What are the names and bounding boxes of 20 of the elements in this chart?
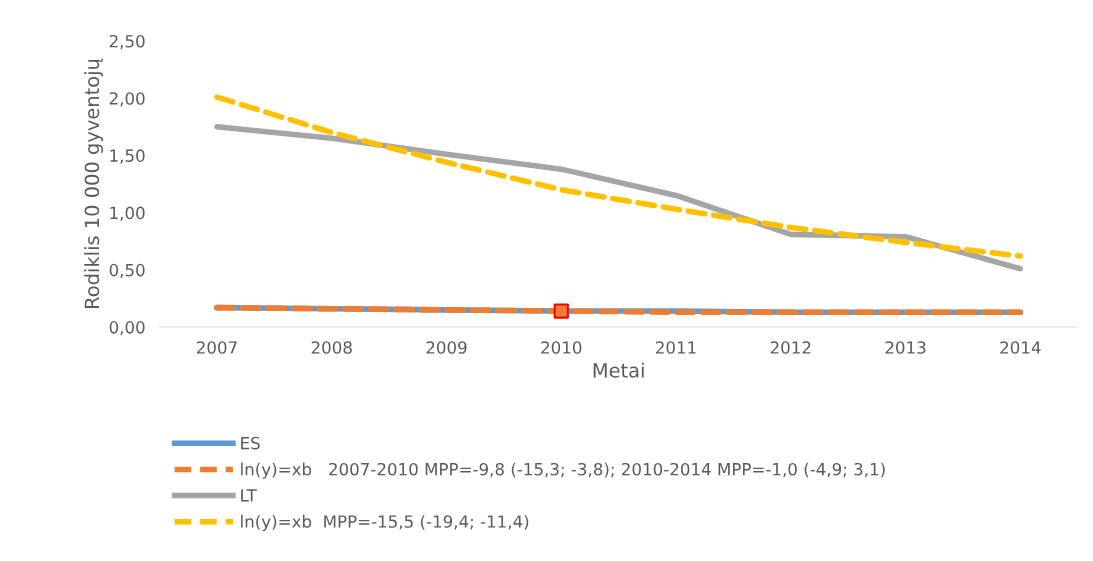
x-tick-label: 2007 [196, 341, 237, 354]
legend-label: LT [241, 489, 257, 502]
y-tick-label: 1,50 [110, 149, 145, 164]
x-tick-label: 2012 [770, 341, 811, 354]
y-tick-label: 1,00 [110, 206, 145, 221]
x-tick-label: 2014 [1000, 341, 1041, 354]
x-tick-label: 2011 [656, 341, 696, 354]
x-tick-label: 2010 [541, 341, 582, 354]
y-axis-title: Rodiklis 10 000 gyventojų [84, 58, 104, 308]
legend-label: ES [241, 436, 260, 450]
x-tick-label: 2009 [426, 341, 467, 354]
x-axis-title: Metai [593, 362, 644, 378]
x-tick-label: 2008 [311, 341, 352, 354]
x-tick-label: 2013 [885, 341, 926, 354]
y-tick-label: 0,50 [109, 263, 145, 279]
y-tick-label: 2,50 [109, 34, 145, 50]
y-tick-label: 2,00 [109, 92, 145, 107]
legend-label: ln(y)=xb MPP=-15,5 (-19,4; -11,4) [241, 514, 529, 531]
y-tick-label: 0,00 [109, 321, 145, 336]
legend-label: ln(y)=xb 2007-2010 MPP=-9,8 (-15,3; -3,8); 2010-2014 MPP=-1,0 (-4,9; 3,1) [241, 462, 885, 479]
